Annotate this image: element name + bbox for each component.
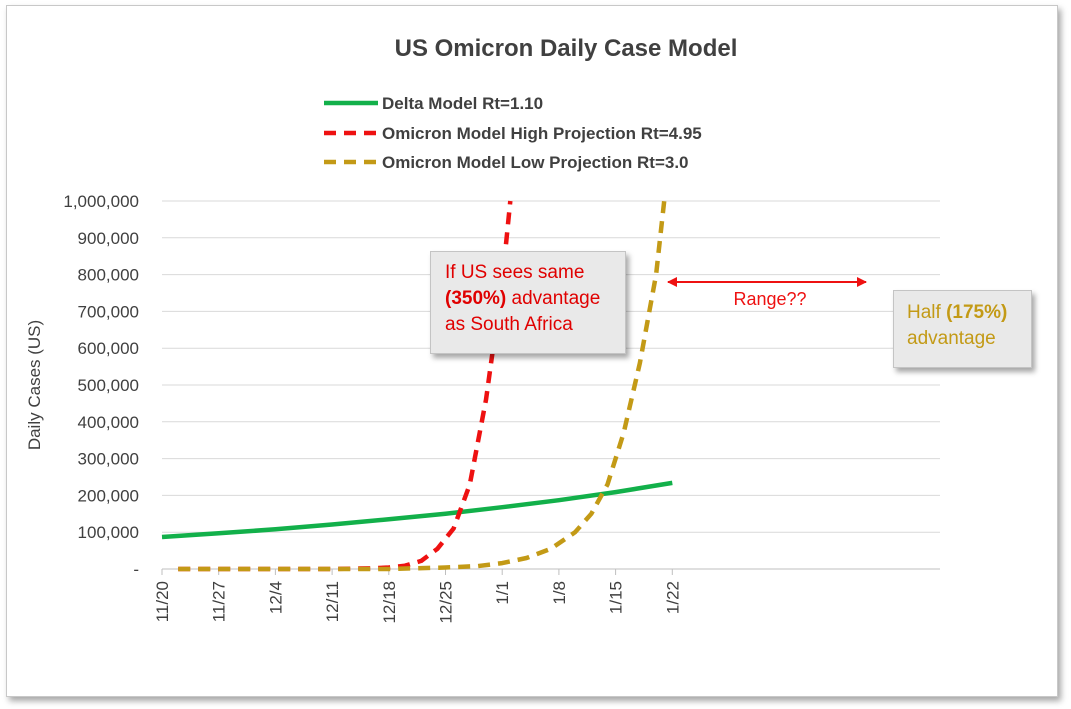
y-tick-label: 200,000 — [78, 486, 139, 505]
series-line — [161, 480, 673, 540]
x-tick-label: 1/22 — [663, 581, 682, 614]
y-tick-label: - — [133, 560, 139, 579]
low-projection-callout: Half (175%) advantage — [893, 290, 1032, 368]
legend-label: Omicron Model Low Projection Rt=3.0 — [382, 153, 689, 172]
y-tick-label: 700,000 — [78, 302, 139, 321]
x-tick-label: 12/4 — [266, 581, 285, 614]
high-projection-callout: If US sees same (350%) advantage as Sout… — [430, 251, 626, 354]
legend-label: Omicron Model High Projection Rt=4.95 — [382, 124, 702, 143]
y-axis-ticks: - 100,000 200,000 300,000 400,000 500,000 600,… — [63, 192, 139, 579]
callout-line-1: If US sees same — [445, 262, 585, 283]
y-tick-label: 600,000 — [78, 339, 139, 358]
callout-line-3: as South Africa — [445, 314, 573, 335]
y-tick-label: 300,000 — [78, 450, 139, 469]
y-axis-label: Daily Cases (US) — [25, 320, 44, 450]
y-tick-label: 100,000 — [78, 523, 139, 542]
x-tick-label: 11/20 — [153, 581, 172, 622]
legend-label: Delta Model Rt=1.10 — [382, 94, 543, 113]
callout-bold-350: (350%) — [445, 288, 507, 309]
x-tick-label: 1/8 — [550, 581, 569, 605]
y-tick-label: 400,000 — [78, 413, 139, 432]
y-tick-label: 500,000 — [78, 376, 139, 395]
callout-gold-prefix: Half — [907, 302, 947, 323]
x-tick-label: 12/18 — [380, 581, 399, 624]
y-tick-label: 800,000 — [78, 266, 139, 285]
chart-title: US Omicron Daily Case Model — [395, 35, 738, 62]
x-tick-label: 1/1 — [493, 581, 512, 605]
series-line — [178, 200, 667, 572]
x-tick-label: 12/25 — [437, 581, 456, 624]
series-lines — [161, 200, 673, 572]
callout-gold-line-1: Half (175%) — [907, 300, 1031, 326]
callout-line-2-rest: advantage — [506, 288, 601, 309]
y-tick-label: 1,000,000 — [63, 192, 139, 211]
range-label: Range?? — [733, 289, 806, 309]
callout-gold-line-2: advantage — [907, 328, 996, 349]
legend: Delta Model Rt=1.10 Omicron Model High Pr… — [324, 94, 702, 172]
x-tick-label: 1/15 — [607, 581, 626, 614]
callout-line-2: (350%) advantage — [445, 286, 625, 312]
x-tick-label: 11/27 — [210, 581, 229, 622]
x-tick-label: 12/11 — [323, 581, 342, 622]
x-axis-ticks: 11/20 11/27 12/4 12/11 12/18 12/25 1/1 1/8 1/15 1… — [153, 569, 682, 624]
callout-bold-175: (175%) — [946, 302, 1008, 323]
y-tick-label: 900,000 — [78, 229, 139, 248]
